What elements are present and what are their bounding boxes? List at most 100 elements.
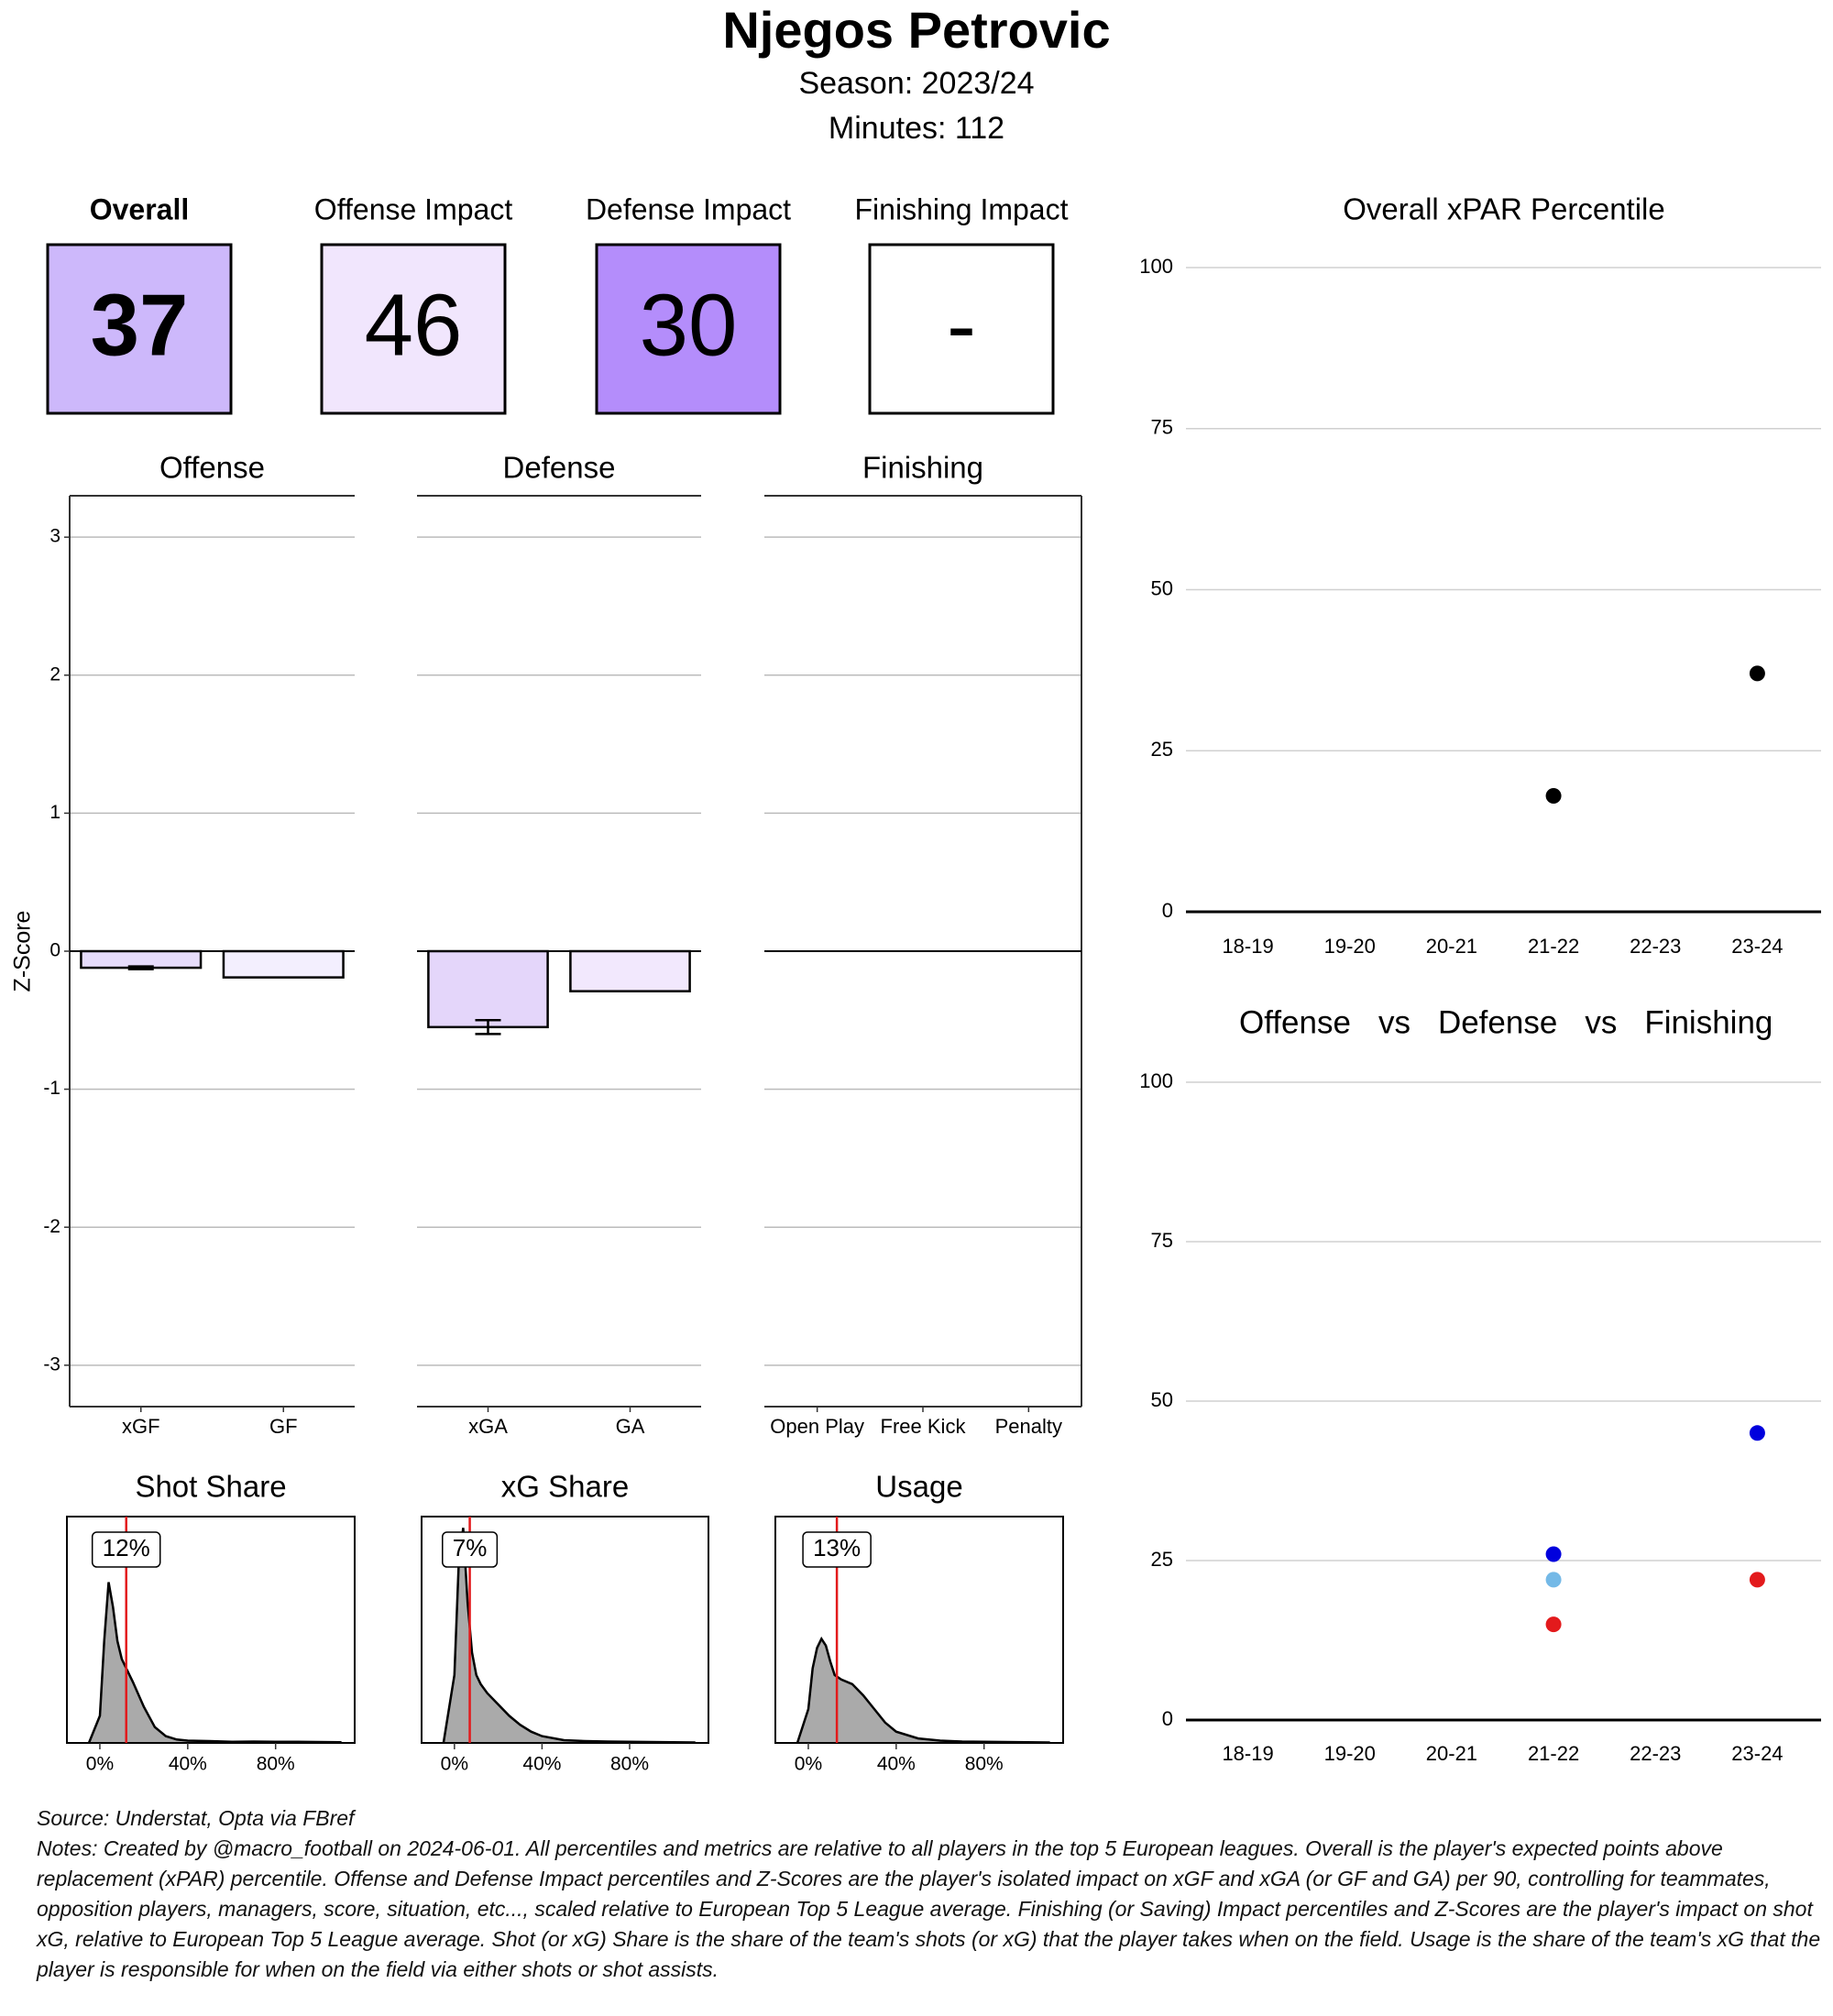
point: [1545, 787, 1562, 804]
y-tick-label: -2: [43, 1216, 60, 1237]
y-tick-label: 0: [49, 940, 60, 961]
point: [1749, 1425, 1765, 1441]
impact-label: Offense Impact: [314, 192, 513, 225]
marker-label: 12%: [103, 1534, 150, 1561]
x-tick-label: 21-22: [1528, 1742, 1579, 1765]
legend-separator: vs: [1378, 1004, 1410, 1040]
marker-label-box: [442, 1531, 499, 1568]
panel-frame: [66, 1516, 356, 1744]
x-tick-label: 0%: [86, 1754, 114, 1775]
marker-label-box: [802, 1531, 872, 1568]
panel-title: Usage: [875, 1470, 962, 1504]
marker-label: 13%: [813, 1534, 861, 1561]
panel-title: Defense: [503, 451, 616, 485]
marker-label-box: [91, 1531, 161, 1568]
y-tick-label: 25: [1151, 1548, 1173, 1571]
y-tick-label: 50: [1151, 576, 1173, 599]
density-line: [87, 1582, 342, 1744]
x-tick-label: Penalty: [995, 1415, 1062, 1438]
y-tick-label: 3: [49, 526, 60, 547]
chart-title: Overall xPAR Percentile: [1343, 192, 1665, 226]
density-area: [796, 1638, 1050, 1743]
bar: [222, 949, 345, 979]
panel-frame: [421, 1516, 709, 1744]
impact-value: 46: [365, 276, 463, 374]
x-tick-label: xGF: [122, 1415, 160, 1438]
legend-entry: Offense: [1239, 1004, 1351, 1040]
panel-title: Shot Share: [135, 1470, 286, 1504]
y-tick-label: 50: [1151, 1388, 1173, 1411]
impact-box: [868, 243, 1055, 415]
y-tick-label: 25: [1151, 738, 1173, 761]
title: Njegos Petrovic: [722, 1, 1110, 59]
x-tick-label: 0%: [441, 1754, 468, 1775]
season: Season: 2023/24: [798, 66, 1034, 101]
bar: [427, 949, 549, 1029]
impact-label: Defense Impact: [586, 192, 791, 225]
panel-frame: [774, 1516, 1064, 1744]
x-tick-label: 23-24: [1731, 935, 1783, 958]
impact-box: [320, 243, 507, 415]
impact-box: [46, 243, 233, 415]
legend-entry: Finishing: [1644, 1004, 1773, 1040]
panel-title: xG Share: [501, 1470, 629, 1504]
y-tick-label: 2: [49, 663, 60, 685]
impact-value: 30: [640, 276, 738, 374]
x-tick-label: 40%: [522, 1754, 561, 1775]
x-tick-label: Free Kick: [881, 1415, 967, 1438]
y-tick-label: 75: [1151, 1229, 1173, 1252]
impact-label: Overall: [90, 192, 190, 225]
x-tick-label: 18-19: [1222, 1742, 1273, 1765]
x-tick-label: Open Play: [770, 1415, 864, 1438]
x-tick-label: GA: [616, 1415, 645, 1438]
y-tick-label: 100: [1139, 255, 1173, 278]
point: [1545, 1616, 1562, 1633]
y-tick-label: 0: [1162, 1707, 1173, 1730]
x-tick-label: 22-23: [1630, 1742, 1681, 1765]
y-tick-label: 75: [1151, 416, 1173, 439]
impact-value: 37: [91, 276, 189, 374]
y-tick-label: -1: [43, 1078, 60, 1099]
point: [1545, 1572, 1562, 1588]
source: Source: Understat, Opta via FBref: [37, 1806, 355, 1830]
point: [1749, 1572, 1765, 1588]
impact-label: Finishing Impact: [855, 192, 1069, 225]
y-axis-label: Z-Score: [10, 911, 36, 992]
y-tick-label: 1: [49, 802, 60, 823]
impact-value: -: [947, 276, 976, 374]
x-tick-label: 21-22: [1528, 935, 1579, 958]
legend-entry: Defense: [1438, 1004, 1557, 1040]
panel-title: Finishing: [862, 451, 983, 485]
x-tick-label: 40%: [877, 1754, 916, 1775]
notes: Notes: Created by @macro_football on 202…: [37, 1836, 1821, 1981]
x-tick-label: 19-20: [1324, 935, 1376, 958]
x-tick-label: 40%: [169, 1754, 207, 1775]
minutes: Minutes: 112: [829, 111, 1004, 146]
x-tick-label: xGA: [468, 1415, 508, 1438]
x-tick-label: 18-19: [1222, 935, 1273, 958]
point: [1749, 665, 1765, 682]
x-tick-label: 80%: [610, 1754, 649, 1775]
density-line: [796, 1636, 1050, 1744]
x-tick-label: 80%: [257, 1754, 295, 1775]
x-tick-label: 80%: [965, 1754, 1004, 1775]
impact-box: [595, 243, 782, 415]
y-tick-label: 0: [1162, 899, 1173, 922]
x-tick-label: GF: [269, 1415, 298, 1438]
x-tick-label: 23-24: [1731, 1742, 1783, 1765]
x-tick-label: 22-23: [1630, 935, 1681, 958]
x-tick-label: 20-21: [1426, 935, 1477, 958]
panel-title: Offense: [159, 451, 265, 485]
x-tick-label: 20-21: [1426, 1742, 1477, 1765]
legend-separator: vs: [1585, 1004, 1617, 1040]
density-area: [88, 1582, 342, 1743]
x-tick-label: 0%: [795, 1754, 822, 1775]
y-tick-label: -3: [43, 1353, 60, 1375]
y-tick-label: 100: [1139, 1069, 1173, 1092]
x-tick-label: 19-20: [1324, 1742, 1376, 1765]
point: [1545, 1546, 1562, 1562]
marker-label: 7%: [453, 1534, 488, 1561]
bar: [569, 949, 691, 992]
